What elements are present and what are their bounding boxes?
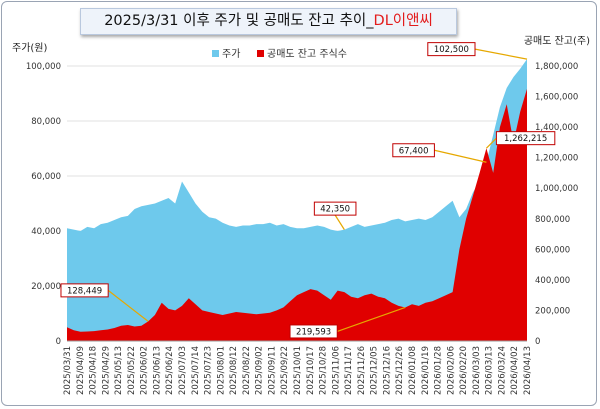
x-tick-label: 2025/11/17 [344,346,354,395]
y-right-tick-label: 800,000 [535,215,570,225]
x-tick-label: 2026/02/20 [459,346,469,395]
x-tick-label: 2025/07/03 [178,346,188,395]
callout-label: 219,593 [296,327,331,337]
x-tick-label: 2026/03/13 [485,346,495,395]
callout-box [60,283,109,298]
y-right-tick-label: 600,000 [535,245,570,255]
x-tick-label: 2025/06/02 [140,346,150,395]
x-tick-label: 2025/04/18 [89,346,99,395]
callout-leader [474,48,528,60]
y-axis-left-title: 주가(원) [12,42,48,54]
x-tick-label: 2025/03/31 [63,346,73,395]
x-tick-label: 2025/04/09 [76,346,86,395]
x-tick-label: 2025/06/24 [165,346,175,395]
x-tick-label: 2025/12/26 [395,346,405,395]
legend-label: 공매도 잔고 주식수 [267,48,347,60]
callouts: 102,500 67,400 42,350 128,449 219,593 1,262,2… [60,42,556,339]
x-tick-label: 2025/08/22 [242,346,252,395]
callout-label: 128,449 [67,286,102,296]
y-left-tick-label: 20,000 [31,282,61,292]
callout-leader [334,214,345,230]
callout-label: 1,262,215 [504,134,547,144]
x-tick-label: 2025/10/17 [306,346,316,395]
x-tick-label: 2025/12/16 [382,346,392,395]
chart-title: 2025/3/31 이후 주가 및 공매도 잔고 추이_DL이앤씨 [80,8,457,35]
x-tick-label: 2025/07/23 [204,346,214,395]
x-tick-label: 2025/09/22 [280,346,290,395]
x-tick-label: 2025/12/05 [370,346,380,395]
x-tick-label: 2025/04/29 [101,346,111,395]
y-right-tick-label: 1,800,000 [535,62,578,72]
y-left-tick-label: 40,000 [31,227,61,237]
short-balance-area [67,88,527,342]
callout-label: 102,500 [434,45,469,55]
callout-leader [337,306,406,333]
y-axis-right: 0 200,000 400,000 600,000 800,000 1,000,000 1,… [535,62,578,347]
x-tick-label: 2025/10/01 [293,346,303,395]
y-left-tick-label: 80,000 [31,117,61,127]
y-right-tick-label: 0 [535,337,540,347]
legend-swatch [212,50,219,57]
y-axis-right-title: 공매도 잔고(주) [524,35,590,47]
x-axis: 2025/03/31 2025/04/09 2025/04/18 2025/04/29… [63,346,533,395]
x-tick-label: 2026/02/06 [446,346,456,395]
y-left-tick-label: 60,000 [31,172,61,182]
x-tick-label: 2025/09/11 [267,346,277,395]
x-tick-label: 2025/05/22 [127,346,137,395]
callout-label: 67,400 [399,146,429,156]
callout-box [289,324,338,339]
callout-box [495,131,556,146]
x-tick-label: 2026/01/28 [434,346,444,395]
y-right-tick-label: 200,000 [535,306,570,316]
x-tick-label: 2025/10/28 [319,346,329,395]
x-tick-label: 2026/01/19 [421,346,431,395]
chart-title-main: 2025/3/31 이후 주가 및 공매도 잔고 추이_ [104,13,374,29]
y-right-tick-label: 1,000,000 [535,184,578,194]
y-left-tick-label: 0 [56,337,61,347]
y-right-tick-label: 1,200,000 [535,154,578,164]
x-tick-label: 2025/08/01 [216,346,226,395]
y-axis-left: 0 20,000 40,000 60,000 80,000 100,000 [26,62,61,347]
y-left-tick-label: 100,000 [26,62,61,72]
legend-swatch [257,50,264,57]
callout-box [313,201,357,216]
x-tick-label: 2025/09/02 [255,346,265,395]
x-tick-label: 2026/03/24 [497,346,507,395]
callout-label: 42,350 [320,205,350,215]
plot-area [67,59,527,342]
callout-box [427,42,476,57]
callout-leader [434,149,487,163]
x-tick-label: 2025/08/12 [229,346,239,395]
x-tick-label: 2025/07/14 [191,346,201,395]
price-area [67,59,527,341]
x-tick-label: 2025/06/13 [152,346,162,395]
x-tick-label: 2025/11/06 [331,346,341,395]
x-tick-label: 2025/05/13 [114,346,124,395]
y-right-tick-label: 400,000 [535,276,570,286]
legend-label: 주가 [222,48,240,60]
x-tick-label: 2026/04/02 [510,346,520,395]
legend: 주가 공매도 잔고 주식수 [212,48,347,60]
callout-leader [107,289,149,322]
x-tick-label: 2025/11/26 [357,346,367,395]
callout-box [392,143,435,158]
chart-title-accent: DL이앤씨 [373,13,433,29]
x-tick-label: 2026/01/08 [408,346,418,395]
callout-leader [485,137,497,149]
y-right-tick-label: 1,400,000 [535,123,578,133]
x-tick-label: 2026/04/13 [523,346,533,395]
x-tick-label: 2026/03/03 [472,346,482,395]
y-right-tick-label: 1,600,000 [535,93,578,103]
